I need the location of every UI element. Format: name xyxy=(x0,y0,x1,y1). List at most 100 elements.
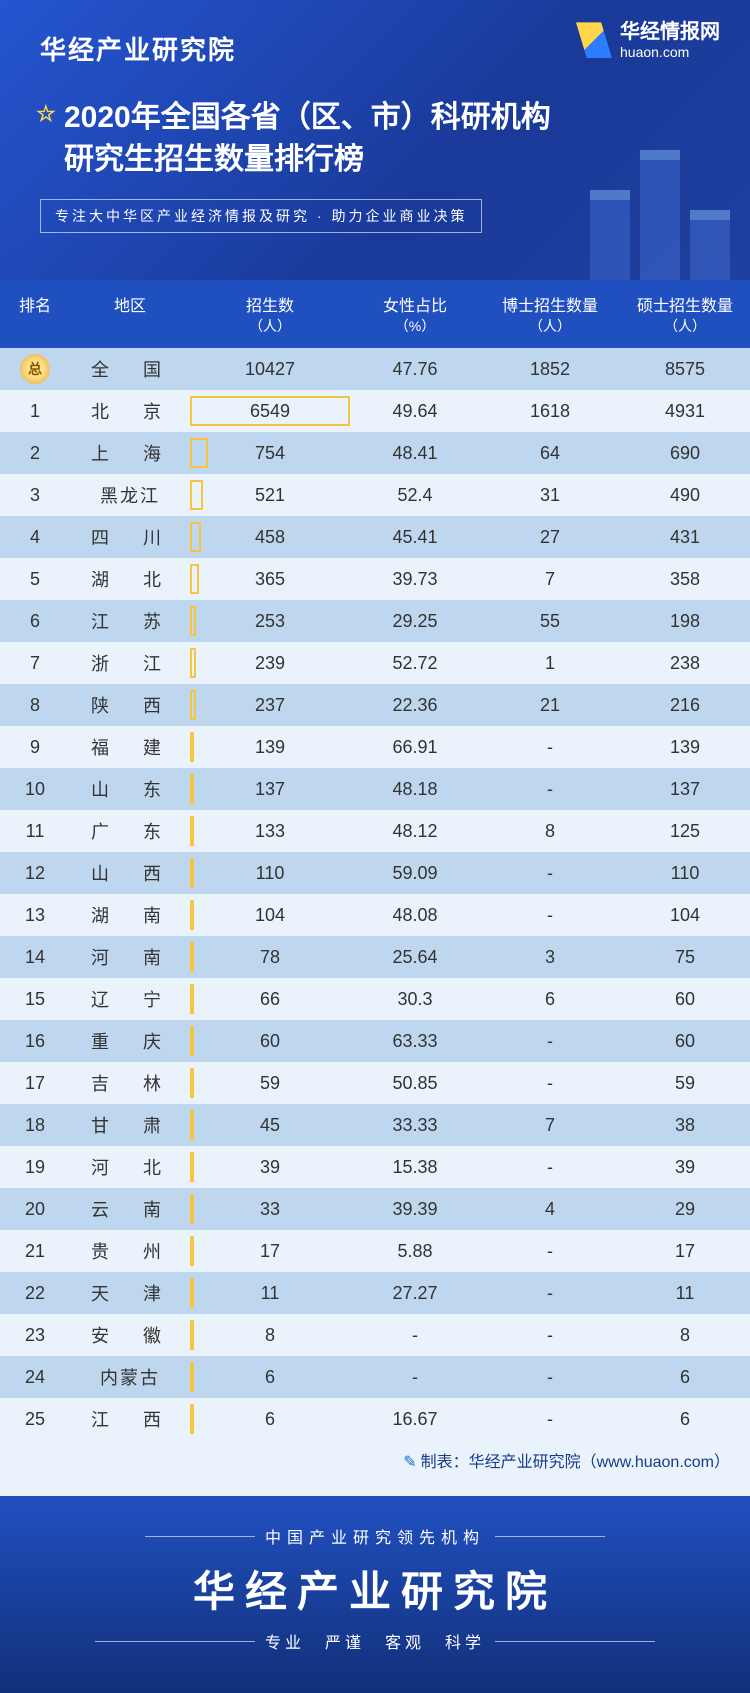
cell-female: 66.91 xyxy=(350,737,480,758)
table-row: 22天 津1127.27-11 xyxy=(0,1272,750,1314)
cell-region: 吉 林 xyxy=(70,1070,190,1096)
cell-rank: 23 xyxy=(0,1325,70,1346)
total-female: 47.76 xyxy=(350,359,480,380)
logo-text: 华经情报网 huaon.com xyxy=(620,20,720,61)
cell-region: 北 京 xyxy=(70,398,190,424)
cell-rank: 19 xyxy=(0,1157,70,1178)
cell-phd: 8 xyxy=(480,821,620,842)
table-row: 18甘 肃4533.33738 xyxy=(0,1104,750,1146)
cell-region: 辽 宁 xyxy=(70,986,190,1012)
col-ms: 硕士招生数量 （人） xyxy=(620,292,750,336)
cell-female: 45.41 xyxy=(350,527,480,548)
enroll-bar xyxy=(190,564,199,594)
enroll-bar xyxy=(190,732,194,762)
cell-enroll: 6 xyxy=(190,1356,350,1398)
cell-phd: 21 xyxy=(480,695,620,716)
cell-phd: 64 xyxy=(480,443,620,464)
cell-enroll: 253 xyxy=(190,600,350,642)
col-rank: 排名 xyxy=(0,292,70,336)
cell-female: 25.64 xyxy=(350,947,480,968)
cell-rank: 17 xyxy=(0,1073,70,1094)
enroll-bar xyxy=(190,1362,194,1392)
cell-ms: 198 xyxy=(620,611,750,632)
cell-region: 上 海 xyxy=(70,440,190,466)
enroll-bar xyxy=(190,816,194,846)
cell-enroll: 137 xyxy=(190,768,350,810)
logo-name: 华经情报网 xyxy=(620,20,720,44)
cell-ms: 238 xyxy=(620,653,750,674)
cell-phd: - xyxy=(480,1283,620,1304)
cell-ms: 17 xyxy=(620,1241,750,1262)
enroll-bar xyxy=(190,858,194,888)
table-row: 14河 南7825.64375 xyxy=(0,936,750,978)
enroll-bar xyxy=(190,438,208,468)
table-row: 20云 南3339.39429 xyxy=(0,1188,750,1230)
cell-ms: 490 xyxy=(620,485,750,506)
cell-phd: - xyxy=(480,779,620,800)
ranking-table: 排名 地区 招生数 （人） 女性占比 （%） 博士招生数量 （人） 硕士招生数量… xyxy=(0,280,750,1496)
footer-values: 专业 严谨 客观 科学 xyxy=(10,1629,740,1653)
logo-mark-icon xyxy=(576,22,612,58)
cell-enroll: 11 xyxy=(190,1272,350,1314)
cell-female: 33.33 xyxy=(350,1115,480,1136)
enroll-bar xyxy=(190,1194,194,1224)
cell-rank: 11 xyxy=(0,821,70,842)
table-row: 5湖 北36539.737358 xyxy=(0,558,750,600)
enroll-bar xyxy=(190,1026,194,1056)
cell-phd: 7 xyxy=(480,569,620,590)
cell-rank: 6 xyxy=(0,611,70,632)
enroll-bar xyxy=(190,1320,194,1350)
cell-female: 30.3 xyxy=(350,989,480,1010)
table-row: 6江 苏25329.2555198 xyxy=(0,600,750,642)
cell-ms: 59 xyxy=(620,1073,750,1094)
cell-ms: 690 xyxy=(620,443,750,464)
table-row: 2上 海75448.4164690 xyxy=(0,432,750,474)
logo-domain: huaon.com xyxy=(620,44,689,60)
cell-enroll: 237 xyxy=(190,684,350,726)
cell-enroll: 78 xyxy=(190,936,350,978)
enroll-bar xyxy=(190,1404,194,1434)
cell-female: 52.4 xyxy=(350,485,480,506)
cell-region: 河 南 xyxy=(70,944,190,970)
cell-rank: 1 xyxy=(0,401,70,422)
cell-phd: 31 xyxy=(480,485,620,506)
cell-ms: 137 xyxy=(620,779,750,800)
cell-phd: - xyxy=(480,863,620,884)
total-region: 全 国 xyxy=(70,356,190,382)
total-ms: 8575 xyxy=(620,359,750,380)
cell-female: 48.12 xyxy=(350,821,480,842)
cell-rank: 20 xyxy=(0,1199,70,1220)
cell-region: 广 东 xyxy=(70,818,190,844)
cell-region: 湖 北 xyxy=(70,566,190,592)
cell-enroll: 110 xyxy=(190,852,350,894)
cell-phd: - xyxy=(480,905,620,926)
cell-rank: 16 xyxy=(0,1031,70,1052)
cell-rank: 8 xyxy=(0,695,70,716)
cell-region: 天 津 xyxy=(70,1280,190,1306)
cell-phd: 1618 xyxy=(480,401,620,422)
col-region: 地区 xyxy=(70,292,190,336)
cell-ms: 60 xyxy=(620,1031,750,1052)
col-enroll: 招生数 （人） xyxy=(190,292,350,336)
col-phd: 博士招生数量 （人） xyxy=(480,292,620,336)
total-enroll: 10427 xyxy=(190,359,350,380)
cell-female: 29.25 xyxy=(350,611,480,632)
buildings-decor-icon xyxy=(590,150,730,280)
enroll-bar xyxy=(190,522,201,552)
table-row: 25江 西616.67-6 xyxy=(0,1398,750,1440)
cell-region: 云 南 xyxy=(70,1196,190,1222)
cell-phd: 27 xyxy=(480,527,620,548)
page-root: 华经产业研究院 华经情报网 huaon.com 2020年全国各省（区、市）科研… xyxy=(0,0,750,1693)
table-row: 7浙 江23952.721238 xyxy=(0,642,750,684)
cell-ms: 6 xyxy=(620,1409,750,1430)
cell-rank: 10 xyxy=(0,779,70,800)
tagline: 专注大中华区产业经济情报及研究 · 助力企业商业决策 xyxy=(40,199,482,233)
cell-rank: 22 xyxy=(0,1283,70,1304)
cell-ms: 75 xyxy=(620,947,750,968)
cell-female: - xyxy=(350,1325,480,1346)
table-row: 24内蒙古6--6 xyxy=(0,1356,750,1398)
cell-ms: 216 xyxy=(620,695,750,716)
cell-phd: - xyxy=(480,737,620,758)
cell-region: 江 西 xyxy=(70,1406,190,1432)
footer-sup: 中国产业研究领先机构 xyxy=(10,1524,740,1548)
